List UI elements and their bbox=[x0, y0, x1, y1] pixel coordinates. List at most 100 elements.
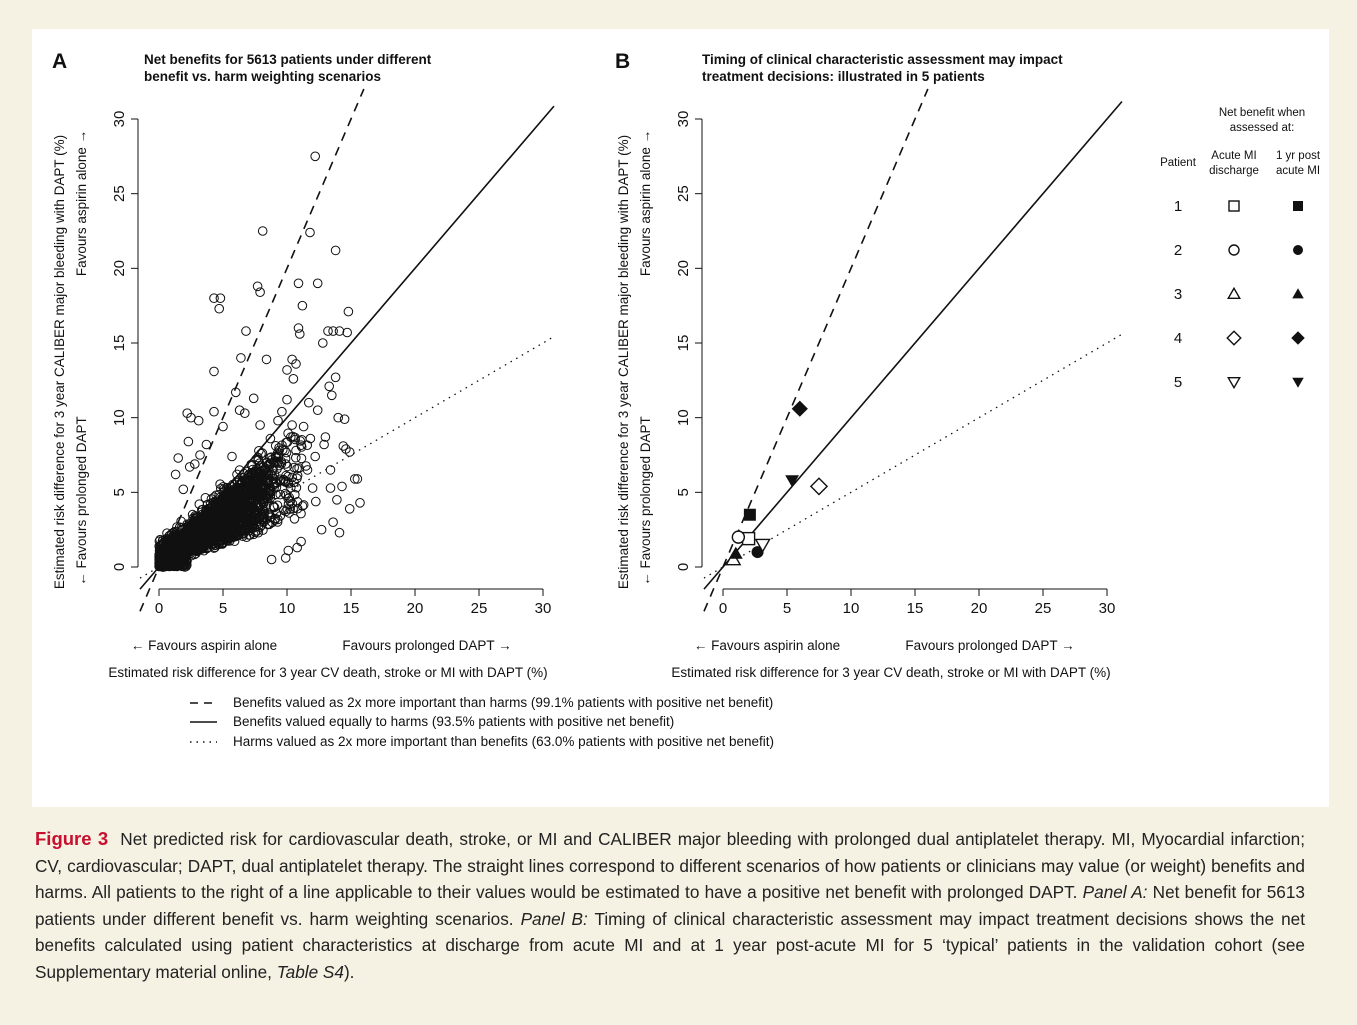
panel-b-y-direction-top: Favours aspirin alone → bbox=[638, 130, 653, 276]
scatter-point bbox=[246, 493, 256, 504]
scatter-point bbox=[305, 227, 315, 238]
scatter-point bbox=[185, 521, 195, 532]
scatter-point bbox=[310, 151, 321, 162]
patient-1-one-year-marker bbox=[743, 508, 756, 521]
legend-col-patient: Patient bbox=[1160, 157, 1197, 169]
panel-b-title-line2: treatment decisions: illustrated in 5 pa… bbox=[702, 69, 985, 84]
panel-b-y-tick-label: 10 bbox=[675, 409, 692, 426]
scatter-point bbox=[213, 511, 223, 522]
scatter-point bbox=[252, 516, 263, 527]
scatter-point bbox=[234, 519, 244, 530]
scatter-point bbox=[316, 524, 327, 535]
scatter-point bbox=[273, 415, 283, 426]
scatter-point bbox=[216, 483, 226, 494]
panel-b-letter: B bbox=[615, 50, 630, 73]
scatter-point bbox=[243, 491, 253, 501]
panel-b-y-tick-label: 25 bbox=[675, 185, 692, 202]
scatter-point bbox=[190, 527, 201, 538]
scatter-point bbox=[295, 329, 305, 339]
scatter-point bbox=[289, 462, 300, 473]
scatter-point bbox=[248, 490, 259, 500]
patient-4-discharge-marker bbox=[809, 477, 829, 496]
scatter-point bbox=[255, 420, 265, 430]
patient-2-discharge-marker bbox=[731, 530, 746, 544]
scatter-point bbox=[325, 483, 336, 493]
scatter-point bbox=[263, 478, 273, 488]
scatter-point bbox=[200, 493, 211, 503]
scatter-point bbox=[283, 478, 294, 489]
scatter-point bbox=[332, 495, 342, 505]
legend-patient-4-discharge-icon bbox=[1226, 330, 1242, 346]
scatter-point bbox=[254, 490, 265, 501]
scatter-point bbox=[205, 526, 216, 536]
panel-a-y-tick-label: 5 bbox=[111, 488, 128, 496]
scatter-point bbox=[165, 548, 175, 559]
scatter-point bbox=[169, 557, 179, 567]
scatter-point bbox=[327, 390, 337, 401]
panel-a-y-tick-label: 30 bbox=[111, 111, 128, 128]
scatter-point bbox=[237, 510, 247, 520]
scatter-point bbox=[158, 544, 168, 554]
scatter-point bbox=[297, 300, 308, 311]
legend-patient-1-one-year-icon bbox=[1293, 201, 1303, 211]
scatter-point bbox=[292, 497, 303, 507]
scatter-point bbox=[263, 470, 274, 481]
scatter-point bbox=[170, 469, 181, 480]
panel-b-x-tick-label: 10 bbox=[843, 600, 860, 617]
scatter-point bbox=[205, 498, 216, 509]
scatter-point bbox=[296, 536, 306, 547]
scatter-point bbox=[273, 514, 283, 525]
scatter-point bbox=[215, 293, 226, 304]
scatter-point bbox=[240, 408, 250, 419]
figure-panel: A Net benefits for 5613 patients under d… bbox=[32, 29, 1329, 807]
scatter-point bbox=[342, 327, 353, 338]
legend-patient-4-one-year-icon bbox=[1291, 331, 1305, 345]
scatter-point bbox=[330, 372, 341, 383]
scatter-point bbox=[252, 281, 263, 292]
scatter-point bbox=[310, 451, 321, 462]
scatter-point bbox=[352, 474, 363, 484]
scatter-point bbox=[263, 510, 274, 520]
figure-caption: Figure 3 Net predicted risk for cardiova… bbox=[35, 826, 1305, 986]
scatter-point bbox=[232, 469, 242, 480]
panel-a: A Net benefits for 5613 patients under d… bbox=[52, 50, 555, 680]
panel-b-reference-line-dotted bbox=[703, 333, 1123, 579]
scatter-point bbox=[302, 440, 313, 451]
panel-b-y-label: Estimated risk difference for 3 year CAL… bbox=[616, 135, 631, 589]
panel-a-x-tick-label: 10 bbox=[279, 600, 296, 617]
scatter-point bbox=[190, 524, 200, 534]
panel-a-y-tick-label: 20 bbox=[111, 260, 128, 277]
scatter-point bbox=[312, 278, 323, 289]
scatter-point bbox=[239, 513, 250, 524]
scatter-point bbox=[241, 326, 251, 336]
scatter-point bbox=[254, 469, 264, 480]
scatter-point bbox=[229, 522, 239, 532]
patient-5-one-year-marker bbox=[785, 475, 800, 488]
scatter-point bbox=[289, 514, 300, 524]
legend-col-1yr-line2: acute MI bbox=[1276, 165, 1320, 177]
scatter-point bbox=[209, 406, 219, 417]
scatter-point bbox=[288, 503, 298, 514]
caption-closing: ). bbox=[343, 961, 355, 982]
panel-b-reference-line-solid bbox=[703, 100, 1123, 590]
scatter-point bbox=[280, 476, 290, 486]
scatter-point bbox=[261, 354, 272, 365]
scatter-point bbox=[268, 501, 279, 512]
scatter-point bbox=[333, 412, 344, 423]
scatter-point bbox=[282, 394, 292, 405]
scatter-point bbox=[238, 531, 248, 542]
scatter-point bbox=[181, 531, 192, 542]
scatter-point bbox=[296, 508, 306, 519]
scatter-point bbox=[319, 439, 329, 450]
legend-header-line1: Net benefit when bbox=[1219, 107, 1305, 119]
scatter-point bbox=[234, 405, 245, 416]
scatter-point bbox=[304, 397, 314, 408]
scatter-point bbox=[253, 452, 263, 463]
line-legend-solid-label: Benefits valued equally to harms (93.5% … bbox=[233, 714, 674, 729]
caption-panel-b-text: Timing of clinical characteristic assess… bbox=[35, 908, 1305, 982]
scatter-point bbox=[183, 436, 194, 447]
scatter-point bbox=[212, 525, 222, 536]
scatter-point bbox=[193, 415, 204, 426]
scatter-point bbox=[255, 287, 265, 298]
scatter-point bbox=[155, 556, 166, 567]
